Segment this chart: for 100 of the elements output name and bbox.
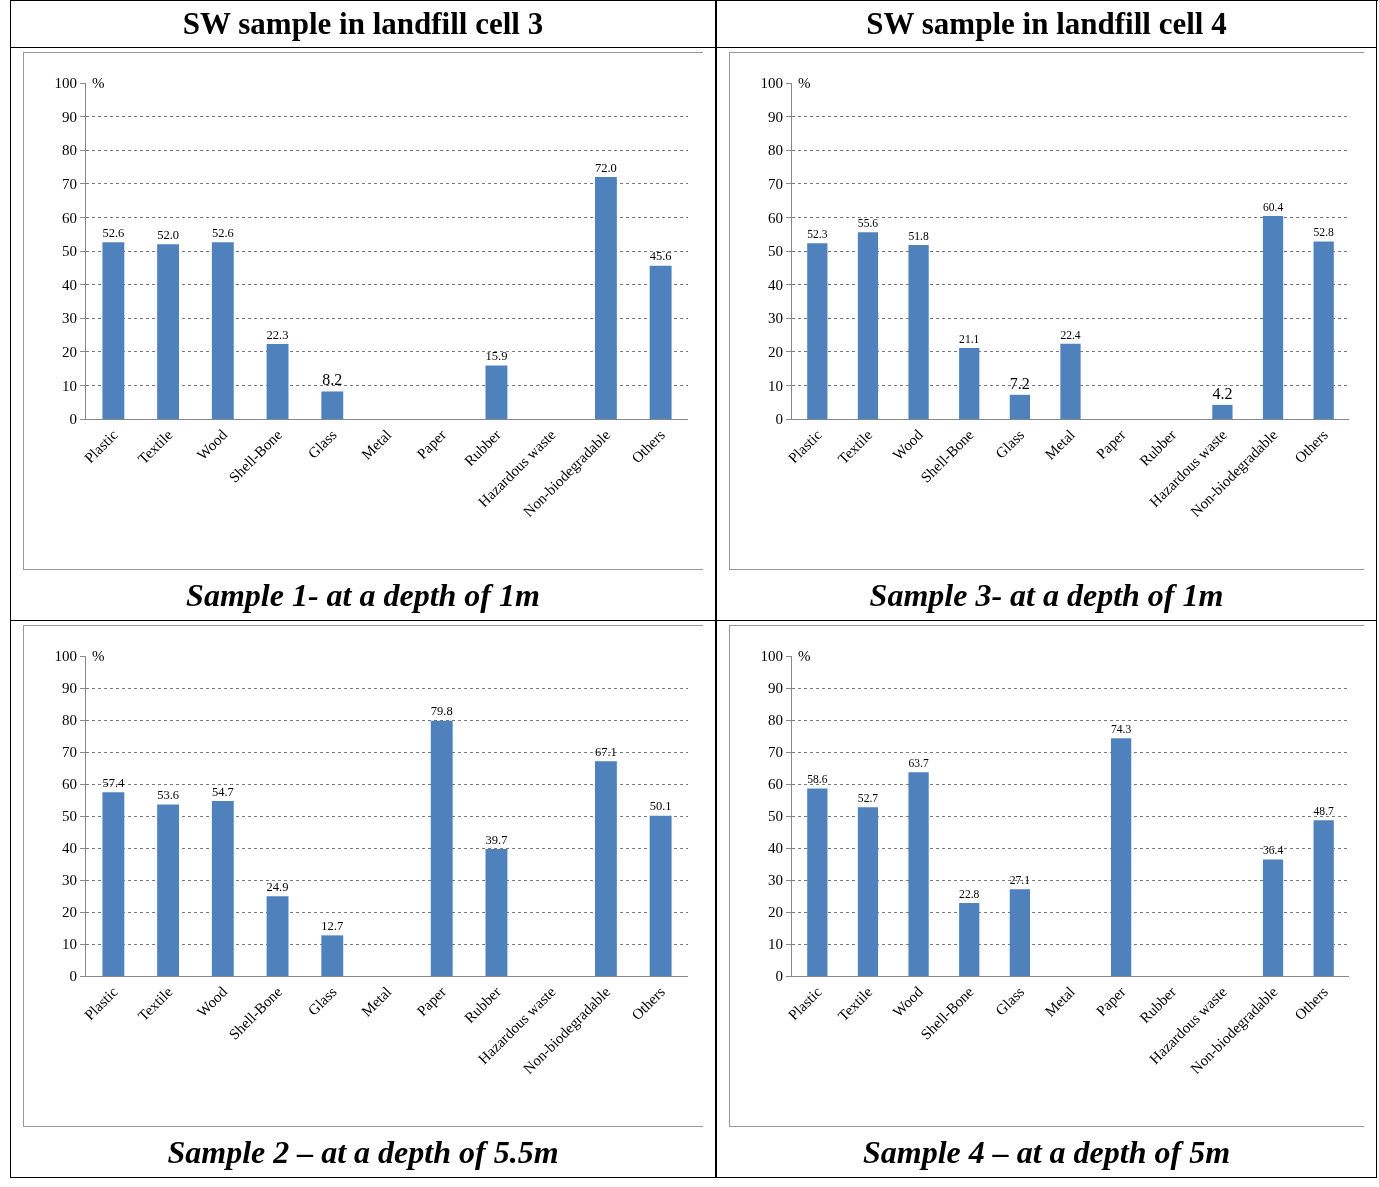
data-label: 52.0 [157,227,180,242]
bar [430,720,453,976]
y-tick-label: 90 [768,108,783,125]
text: Sample 2 – at a depth of 5.5m [166,1133,560,1172]
y-tick-label: 70 [62,176,77,193]
bar [1262,216,1284,419]
data-label: 60.4 [1262,200,1284,214]
bar [321,391,344,419]
y-axis-title: % [798,75,811,91]
bar [959,903,980,976]
data-label: 79.8 [430,704,453,719]
bar [266,344,289,419]
bar [594,177,617,419]
y-tick-label: 20 [62,904,77,921]
data-label: 36.4 [1262,844,1284,858]
bar [1313,241,1334,419]
data-label: 52.3 [807,228,828,242]
chart-title: SW sample in landfill cell 3 [11,1,715,48]
bar [807,243,828,419]
y-tick-label: 60 [768,776,783,793]
data-label: 39.7 [485,832,508,847]
y-tick-label: 60 [768,209,783,226]
y-tick-label: 30 [768,872,783,889]
text: Sample 1- at a depth of 1m [185,576,541,615]
y-tick-label: 90 [62,108,77,125]
bar [102,792,125,976]
bar [266,896,289,976]
bar [485,365,508,419]
data-label: 48.7 [1313,804,1335,818]
y-tick-label: 0 [775,411,783,428]
data-label: 52.8 [1313,226,1335,240]
y-tick-label: 20 [768,904,783,921]
y-tick-label: 80 [62,712,77,729]
data-label: 53.6 [157,788,180,803]
bar [1262,859,1284,976]
y-tick-label: 10 [768,936,783,953]
y-tick-label: 40 [768,840,783,857]
chart-title: SW sample in landfill cell 4 [717,1,1376,48]
data-label: 74.3 [1111,723,1132,737]
data-label: 4.2 [1212,384,1233,402]
data-label: 7.2 [1009,374,1030,392]
y-tick-label: 50 [768,808,783,825]
data-label: 12.7 [321,919,344,934]
y-tick-label: 50 [768,243,783,260]
y-tick-label: 20 [62,344,77,361]
bar [908,244,929,419]
y-tick-label: 10 [768,377,783,394]
y-tick-label: 10 [62,377,77,394]
bar [1009,394,1030,419]
y-tick-label: 100 [760,75,783,92]
y-tick-label: 20 [768,344,783,361]
data-label: 58.6 [807,773,828,787]
bar [157,804,180,976]
bar [1009,889,1030,976]
bar [959,348,980,419]
y-tick-label: 60 [62,209,77,226]
y-tick-label: 80 [768,712,783,729]
bar [321,935,344,976]
bar [1060,343,1081,419]
bar [1111,738,1132,976]
data-label: 52.6 [211,225,234,240]
data-label: 57.4 [102,775,126,790]
data-label: 45.6 [649,249,672,264]
y-tick-label: 30 [768,310,783,327]
data-label: 63.7 [908,756,929,770]
text: Sample 3- at a depth of 1m [868,576,1225,615]
bar [857,807,879,976]
y-tick-label: 50 [62,243,77,260]
y-tick-label: 0 [775,968,783,985]
bar [102,242,125,419]
data-label: 50.1 [649,799,672,814]
data-label: 54.7 [211,784,234,799]
y-tick-label: 10 [62,936,77,953]
y-tick-label: 80 [62,142,77,159]
y-tick-label: 30 [62,310,77,327]
bar [1313,820,1334,976]
y-tick-label: 40 [768,276,783,293]
bar [211,800,234,976]
data-label: 52.6 [102,225,125,240]
y-axis-title: % [92,648,105,664]
text: Sample 4 – at a depth of 5m [861,1133,1232,1172]
bar [908,772,929,976]
bar [594,761,617,976]
y-tick-label: 90 [62,680,77,697]
y-tick-label: 100 [760,648,783,665]
bar [211,242,234,419]
data-label: 22.3 [266,327,289,342]
data-label: 67.1 [594,744,617,759]
data-label: 8.2 [322,371,343,389]
y-tick-label: 70 [768,744,783,761]
y-tick-label: 100 [54,75,77,92]
bar [649,815,672,976]
data-label: 52.7 [857,792,879,806]
data-label: 51.8 [908,229,929,243]
bar [649,265,672,419]
y-tick-label: 30 [62,872,77,889]
y-tick-label: 70 [768,176,783,193]
bar [857,232,879,419]
y-tick-label: 0 [69,968,77,985]
bar [485,848,508,976]
